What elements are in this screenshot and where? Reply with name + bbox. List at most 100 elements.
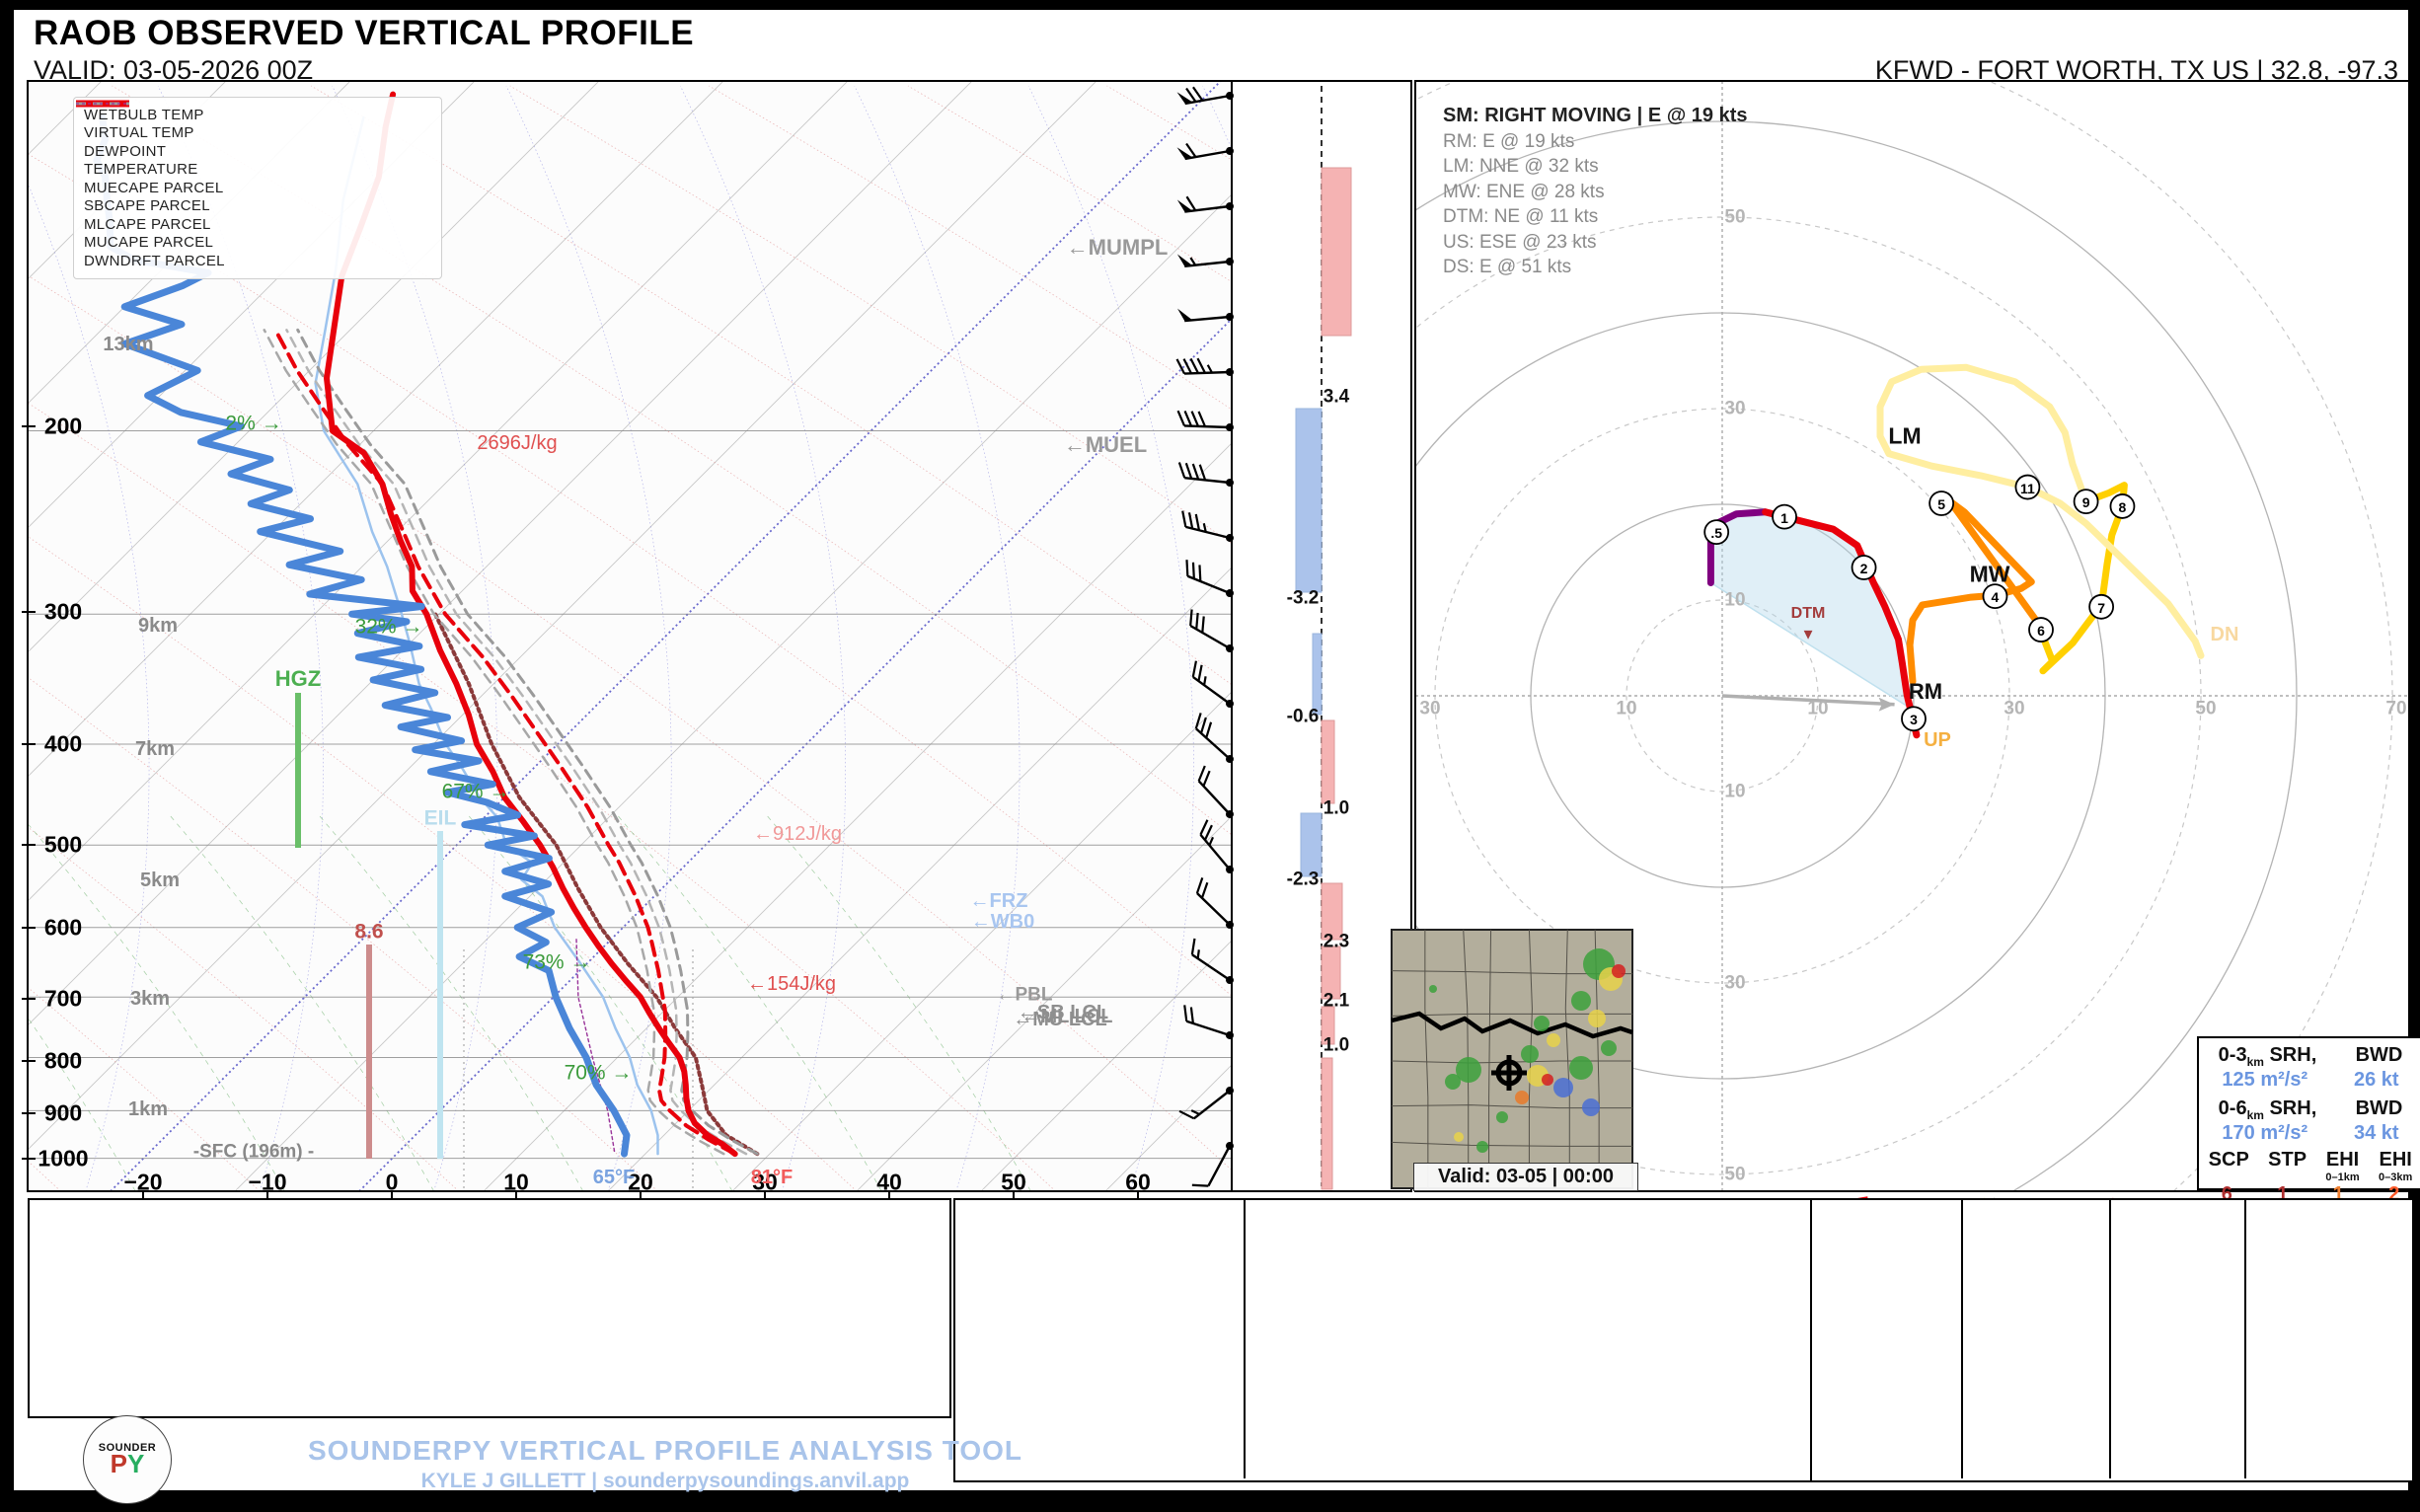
temp-tick-50: 50 [1001, 1169, 1026, 1195]
dn-label: DN [2210, 624, 2239, 645]
skewt-legend: WETBULB TEMP VIRTUAL TEMP DEWPOINT TEMPERAT… [73, 97, 442, 279]
legend-item-temperature: TEMPERATURE [76, 100, 431, 180]
lm-marker-label: LM [1888, 422, 1922, 449]
page-title: RAOB OBSERVED VERTICAL PROFILE [34, 14, 695, 52]
hodo-height-marker-11: 11 [2020, 480, 2035, 496]
rm-marker-label: RM [1908, 679, 1943, 704]
bar-value-label: -2.3 [1286, 869, 1320, 890]
storm-motion-line-3: DTM: NE @ 11 kts [1443, 206, 1599, 227]
hodo-ring-label: 70 [2385, 698, 2407, 719]
legend-item-wetbulb-temp: WETBULB TEMP [76, 102, 431, 124]
hodo-ring-label: 30 [1724, 398, 1746, 419]
hgz-label: HGZ [274, 666, 322, 691]
bar-value-label: 1.0 [1323, 1034, 1350, 1056]
hodo-height-marker-1: 1 [1780, 509, 1788, 526]
pbl-label: ←PBL [996, 984, 1053, 1006]
bar-value-label: 3.4 [1323, 386, 1350, 408]
hodo-height-marker-3: 3 [1910, 712, 1918, 728]
legend-label: WETBULB TEMP [84, 106, 204, 123]
pressure-tick-400: 400 [43, 730, 83, 757]
hodo-height-marker-7: 7 [2097, 599, 2106, 616]
hodo-height-marker-8: 8 [2118, 498, 2127, 515]
footer-brand: SOUNDERPY VERTICAL PROFILE ANALYSIS TOOL [307, 1435, 1023, 1466]
eil-label: EIL [423, 806, 457, 830]
hodo-ring-label: 10 [1807, 698, 1829, 719]
legend-item-dwndrft-parcel: DWNDRFT PARCEL [76, 103, 431, 270]
bar-value-label: 1.0 [1323, 797, 1350, 819]
temp-tick-40: 40 [876, 1169, 902, 1195]
hodo-ring-label: 30 [1419, 698, 1441, 719]
bwd-0-3-label: BWD [2355, 1044, 2403, 1066]
srh-bwd-box: 0-3km SRH, BWD 125 m²/s² 26 kt 0-6km SRH, BWD… [2197, 1036, 2420, 1205]
srh-0-3-label: 0-3km SRH, [2218, 1044, 2317, 1069]
dtm-label: DTM [1790, 605, 1826, 622]
height-label-1km: 1km [127, 1098, 169, 1120]
srh-0-6-value: 170 m²/s² [2222, 1122, 2308, 1144]
rh-73pct: 73% → [522, 950, 591, 974]
bar-value-label: -3.2 [1286, 587, 1320, 609]
hodo-ring-label: 10 [1616, 698, 1637, 719]
index-header-SCP: SCP [2208, 1149, 2249, 1171]
storm-motion-line-2: MW: ENE @ 28 kts [1443, 181, 1605, 202]
pressure-tick-1000: 1000 [38, 1145, 89, 1172]
legend-label: MUCAPE PARCEL [84, 234, 214, 252]
storm-motion-line-0: RM: E @ 19 kts [1443, 130, 1575, 152]
storm-motion-line-5: DS: E @ 51 kts [1443, 257, 1572, 277]
temp-tick-30: 30 [752, 1169, 778, 1195]
footer-credit: KYLE J GILLETT | sounderpysoundings.anvi… [420, 1470, 910, 1492]
height-label-9km: 9km [137, 615, 179, 637]
table-divider [1244, 1198, 1246, 1478]
temp-tick-0: 0 [385, 1169, 399, 1195]
legend-item-sbcape-parcel: SBCAPE PARCEL [76, 102, 431, 216]
index-value: 6 [2221, 1183, 2232, 1205]
storm-motion-line-1: LM: NNE @ 32 kts [1443, 156, 1599, 177]
sfc-label: -SFC (196m) - [192, 1141, 315, 1163]
index-value: 1 [2277, 1183, 2289, 1205]
map-valid-label: Valid: 03-05 | 00:00 [1413, 1163, 1638, 1191]
temp-tick-60: 60 [1125, 1169, 1151, 1195]
temp-tick-20: 20 [628, 1169, 653, 1195]
rh-2pct: 2% → [225, 412, 282, 435]
index-value: 2 [2388, 1183, 2400, 1205]
srh-0-3-value: 125 m²/s² [2222, 1069, 2308, 1091]
bar-value-label: 2.1 [1323, 990, 1350, 1012]
temp-tick--20: −20 [123, 1169, 163, 1195]
temp-tick--10: −10 [248, 1169, 287, 1195]
legend-item-virtual-temp: VIRTUAL TEMP [76, 102, 431, 143]
hodo-ring-label: 30 [1724, 972, 1746, 994]
legend-label: DEWPOINT [84, 142, 167, 160]
pressure-tick-900: 900 [43, 1099, 83, 1126]
pressure-tick-800: 800 [43, 1047, 83, 1074]
index-value: 1 [2332, 1183, 2344, 1205]
mw-marker-label: MW [1969, 561, 2010, 587]
hodo-height-marker-2: 2 [1859, 561, 1868, 577]
sfc-temp-f: 81°F [750, 1167, 794, 1188]
mucape-path-label: 2696J/kg [477, 432, 558, 454]
pressure-tick-200: 200 [43, 413, 83, 439]
lapse-8-6-label: 8.6 [354, 920, 384, 944]
hodo-ring-label: 50 [1724, 206, 1746, 228]
panel-divider [2109, 1198, 2111, 1478]
hodo-ring-label: 50 [2195, 698, 2217, 719]
hodo-ring-label: 10 [1724, 781, 1746, 802]
storm-motion-header: SM: RIGHT MOVING | E @ 19 kts [1443, 105, 1748, 126]
mumpl-label: ←MUMPL [1066, 235, 1169, 260]
height-label-3km: 3km [129, 988, 171, 1010]
legend-label: SBCAPE PARCEL [84, 197, 210, 215]
bwd-0-3-value: 26 kt [2353, 1069, 2399, 1091]
dtm-triangle-icon: ▼ [1800, 626, 1816, 643]
cape-154-label: ←154J/kg [746, 973, 837, 995]
pressure-tick-500: 500 [43, 831, 83, 858]
hodo-height-marker-4: 4 [1991, 589, 2000, 606]
legend-item-mlcape-parcel: MLCAPE PARCEL [76, 102, 431, 234]
cape-912-label: ←912J/kg [752, 823, 843, 845]
legend-label: DWNDRFT PARCEL [84, 252, 225, 269]
bwd-0-6-value: 34 kt [2353, 1122, 2399, 1144]
index-header-EHI: EHI 0–1km [2325, 1149, 2360, 1183]
hodo-height-marker-5: 5 [1937, 496, 1946, 513]
rh-32pct: 32% → [354, 615, 423, 639]
bar-value-label: -0.6 [1286, 706, 1320, 727]
pressure-tick-700: 700 [43, 985, 83, 1012]
mu-lcl-label: ←MU LCL [1013, 1009, 1107, 1030]
